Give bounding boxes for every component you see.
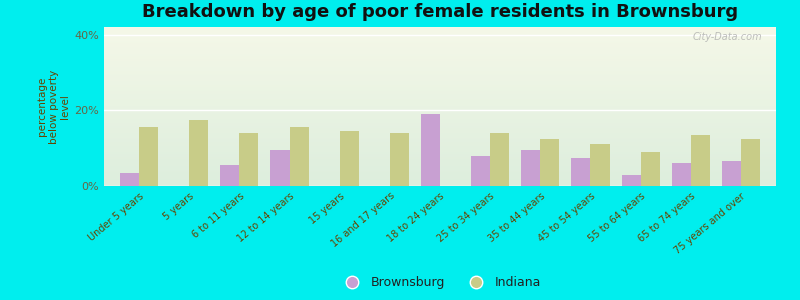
Bar (239, 133, 258, 186)
Bar (421, 114, 440, 186)
Bar (540, 139, 559, 186)
Bar (641, 152, 660, 186)
Bar (471, 156, 490, 186)
Bar (490, 133, 510, 186)
Bar (741, 139, 760, 186)
Bar (571, 158, 590, 186)
Legend: Brownsburg, Indiana: Brownsburg, Indiana (334, 271, 546, 294)
Bar (590, 144, 610, 186)
Bar (690, 135, 710, 186)
Bar (139, 127, 158, 186)
Y-axis label: percentage
below poverty
level: percentage below poverty level (37, 69, 70, 144)
Bar (120, 173, 139, 186)
Bar (622, 175, 641, 186)
Title: Breakdown by age of poor female residents in Brownsburg: Breakdown by age of poor female resident… (142, 3, 738, 21)
Bar (190, 120, 208, 186)
Bar (340, 131, 358, 186)
Bar (522, 150, 540, 186)
Bar (290, 127, 309, 186)
Text: City-Data.com: City-Data.com (693, 32, 762, 42)
Bar (220, 165, 239, 186)
Bar (390, 133, 409, 186)
Bar (672, 163, 690, 186)
Bar (722, 161, 741, 186)
Bar (270, 150, 290, 186)
